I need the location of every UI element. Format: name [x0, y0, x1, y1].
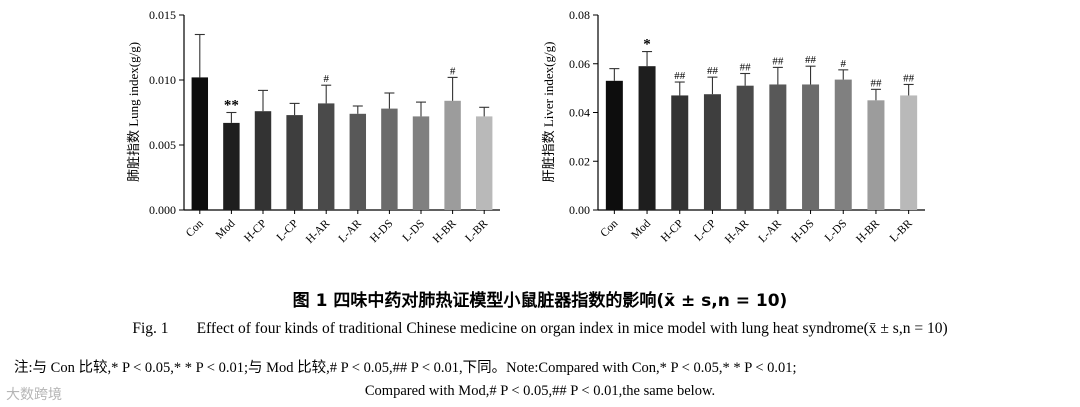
significance-mark: ## — [903, 72, 915, 84]
note-line-2: Compared with Mod,# P < 0.05,## P < 0.01… — [364, 383, 716, 399]
figure-caption-chinese: 图 1 四味中药对肺热证模型小鼠脏器指数的影响(x̄ ± s,n = 10) — [292, 291, 788, 311]
bar-mod — [638, 66, 656, 210]
significance-mark: ## — [772, 55, 784, 67]
figure-label: Fig. 1 — [132, 320, 169, 337]
significance-mark: ** — [224, 98, 239, 114]
significance-mark: ## — [707, 65, 719, 77]
x-tick-label: L-AR — [757, 217, 785, 245]
bar-h-cp — [671, 95, 689, 210]
bar-h-cp — [254, 111, 272, 210]
bar-l-ar — [349, 113, 367, 210]
figure-caption-english: Fig. 1 Effect of four kinds of traditiona… — [0, 320, 1080, 338]
x-tick-label: Mod — [629, 217, 653, 241]
liver-index-chart: 0.00 0.02 0.04 0.06 0.08 肝脏指数 Liver index(g/g… — [541, 8, 925, 246]
y-axis-label: 肺脏指数 Lung index(g/g) — [126, 42, 141, 182]
bar-h-ds — [802, 84, 820, 210]
x-tick-label: Con — [598, 217, 620, 239]
y-tick-label: 0.000 — [149, 203, 176, 217]
bar-h-ds — [381, 108, 398, 210]
y-tick-label: 0.02 — [569, 154, 590, 168]
bar-l-cp — [286, 115, 303, 210]
significance-mark: ## — [870, 77, 882, 89]
y-tick-label: 0.005 — [149, 138, 176, 152]
x-tick-label: H-DS — [368, 218, 395, 245]
x-tick-label: L-BR — [463, 217, 490, 244]
x-tick-label: H-CP — [659, 218, 686, 245]
y-tick-label: 0.08 — [569, 8, 590, 22]
bar-l-ar — [769, 84, 787, 210]
watermark-text: 大数跨境 — [6, 387, 62, 403]
note-line-1: 注:与 Con 比较,* P < 0.05,* * P < 0.01;与 Mod… — [14, 360, 797, 376]
significance-mark: ## — [805, 54, 817, 66]
x-tick-label: H-BR — [431, 217, 459, 245]
x-tick-label: H-CP — [242, 218, 269, 245]
bar-h-br — [867, 100, 885, 210]
significance-mark: ## — [740, 62, 752, 74]
bar-h-br — [444, 100, 461, 210]
x-tick-label: L-AR — [336, 217, 364, 245]
significance-mark: ## — [674, 70, 686, 82]
significance-mark: # — [323, 73, 329, 85]
bar-con — [605, 80, 623, 210]
bar-l-br — [475, 116, 493, 210]
y-tick-label: 0.00 — [569, 203, 590, 217]
x-tick-label: Con — [184, 217, 206, 239]
bar-l-ds — [834, 79, 852, 210]
figure-caption-text: Effect of four kinds of traditional Chin… — [196, 320, 948, 337]
lung-index-chart: 0.000 0.005 0.010 0.015 肺脏指数 Lung index(g/g)… — [126, 8, 500, 246]
bar-l-ds — [412, 116, 430, 210]
x-tick-label: H-AR — [723, 217, 752, 246]
y-axis-label: 肝脏指数 Liver index(g/g) — [541, 42, 556, 183]
x-tick-label: L-DS — [823, 218, 850, 245]
x-tick-label: L-CP — [275, 218, 301, 244]
x-tick-label: L-BR — [888, 217, 915, 244]
y-tick-label: 0.010 — [149, 73, 176, 87]
y-tick-label: 0.015 — [149, 8, 176, 22]
x-tick-label: L-CP — [692, 218, 718, 244]
y-tick-label: 0.04 — [569, 106, 590, 120]
x-tick-label: Mod — [214, 217, 238, 241]
bar-mod — [223, 122, 240, 210]
figure-panels: 0.000 0.005 0.010 0.015 肺脏指数 Lung index(g/g)… — [126, 8, 925, 246]
bar-l-cp — [703, 94, 721, 210]
x-tick-label: H-AR — [304, 217, 333, 246]
bar-l-br — [900, 95, 918, 210]
significance-mark: * — [643, 37, 651, 53]
significance-mark: # — [450, 65, 456, 77]
bar-h-ar — [736, 85, 754, 210]
bar-con — [191, 77, 209, 211]
significance-mark: # — [841, 58, 847, 70]
x-tick-label: H-DS — [789, 218, 816, 245]
y-tick-label: 0.06 — [569, 57, 590, 71]
x-tick-label: L-DS — [401, 218, 428, 245]
x-tick-label: H-BR — [854, 217, 882, 245]
bar-h-ar — [317, 103, 335, 210]
